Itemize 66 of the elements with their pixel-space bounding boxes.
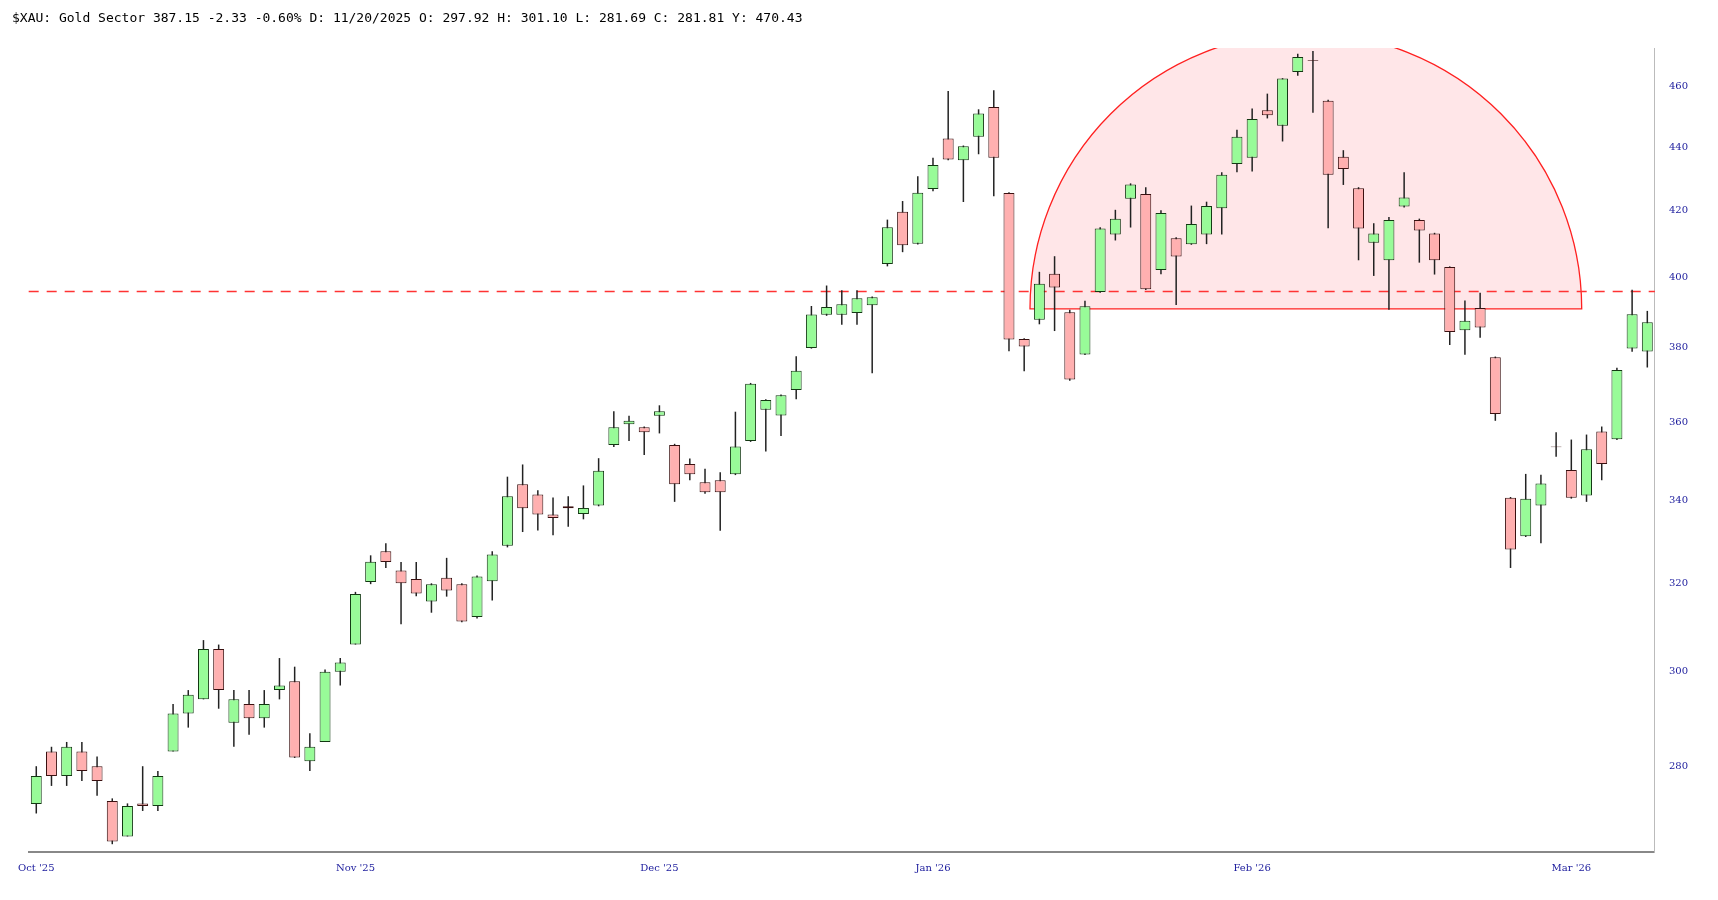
candlestick	[365, 554, 377, 585]
candlestick	[714, 471, 726, 532]
y-tick-label: 440	[1668, 140, 1689, 152]
candlestick	[1413, 217, 1425, 264]
x-tick-label: Dec '25	[640, 861, 679, 873]
candlestick	[638, 425, 650, 456]
candlestick	[1261, 92, 1273, 120]
candlestick	[441, 557, 453, 598]
candlestick	[851, 289, 863, 326]
y-tick-label: 360	[1668, 415, 1689, 427]
candlestick	[137, 765, 149, 812]
y-tick-label: 460	[1668, 79, 1689, 91]
y-tick-label: 300	[1668, 665, 1689, 677]
candlestick	[699, 468, 711, 495]
candlestick	[1337, 149, 1349, 186]
candlestick	[547, 496, 559, 537]
candlestick	[821, 284, 833, 317]
candlestick	[1474, 292, 1486, 339]
y-tick-label: 400	[1668, 271, 1689, 283]
candlestick	[380, 542, 392, 569]
candlestick	[653, 404, 665, 435]
chart-title: $XAU: Gold Sector 387.15 -2.33 -0.60% D: 11/20/2025 O: 297.92 H: 301.10 L: 281.69 C: 281.81 Y: 470.43	[11, 9, 804, 27]
candlestick	[957, 144, 969, 203]
candlestick	[258, 689, 270, 729]
y-tick-label: 380	[1668, 341, 1689, 353]
candlestick	[1170, 236, 1182, 306]
candlestick	[304, 732, 316, 772]
candlestick	[1049, 255, 1061, 332]
candlestick	[533, 489, 543, 532]
y-tick-label: 280	[1668, 759, 1689, 771]
candlestick	[790, 355, 802, 401]
candlestick	[273, 657, 285, 701]
candlestick	[334, 657, 346, 687]
candlestick	[836, 289, 848, 326]
y-tick-label: 420	[1668, 204, 1689, 216]
candlestick	[866, 295, 878, 375]
candlestick	[942, 90, 954, 161]
candlestick	[973, 108, 985, 155]
x-tick-label: Jan '26	[914, 861, 951, 873]
candlestick	[182, 689, 194, 729]
candlestick	[228, 689, 240, 748]
y-tick-label: 320	[1668, 576, 1689, 588]
candlestick	[1185, 204, 1197, 246]
x-tick-label: Nov '25	[335, 861, 375, 873]
candlestick	[243, 689, 255, 736]
x-tick-label: Oct '25	[18, 861, 55, 873]
candlestick	[760, 398, 772, 453]
candlestick	[577, 484, 589, 521]
candlestick	[1459, 299, 1471, 356]
candlestick	[410, 561, 422, 597]
candlestick	[46, 746, 57, 787]
candlestick	[1018, 337, 1030, 372]
x-tick-label: Feb '26	[1233, 861, 1271, 873]
x-tick-label: Mar '26	[1551, 861, 1592, 873]
candlestick	[1536, 473, 1546, 544]
candlestick	[395, 561, 407, 625]
candlestick	[91, 755, 103, 797]
candlestick	[517, 463, 529, 533]
candlestick	[76, 741, 88, 782]
candlestick	[1109, 209, 1121, 242]
y-tick-label: 340	[1668, 493, 1689, 505]
candlestick	[608, 410, 620, 448]
candlestick	[1368, 222, 1380, 277]
candlestick	[1125, 182, 1137, 229]
candlestick	[1398, 171, 1410, 209]
candlestick	[684, 457, 696, 481]
